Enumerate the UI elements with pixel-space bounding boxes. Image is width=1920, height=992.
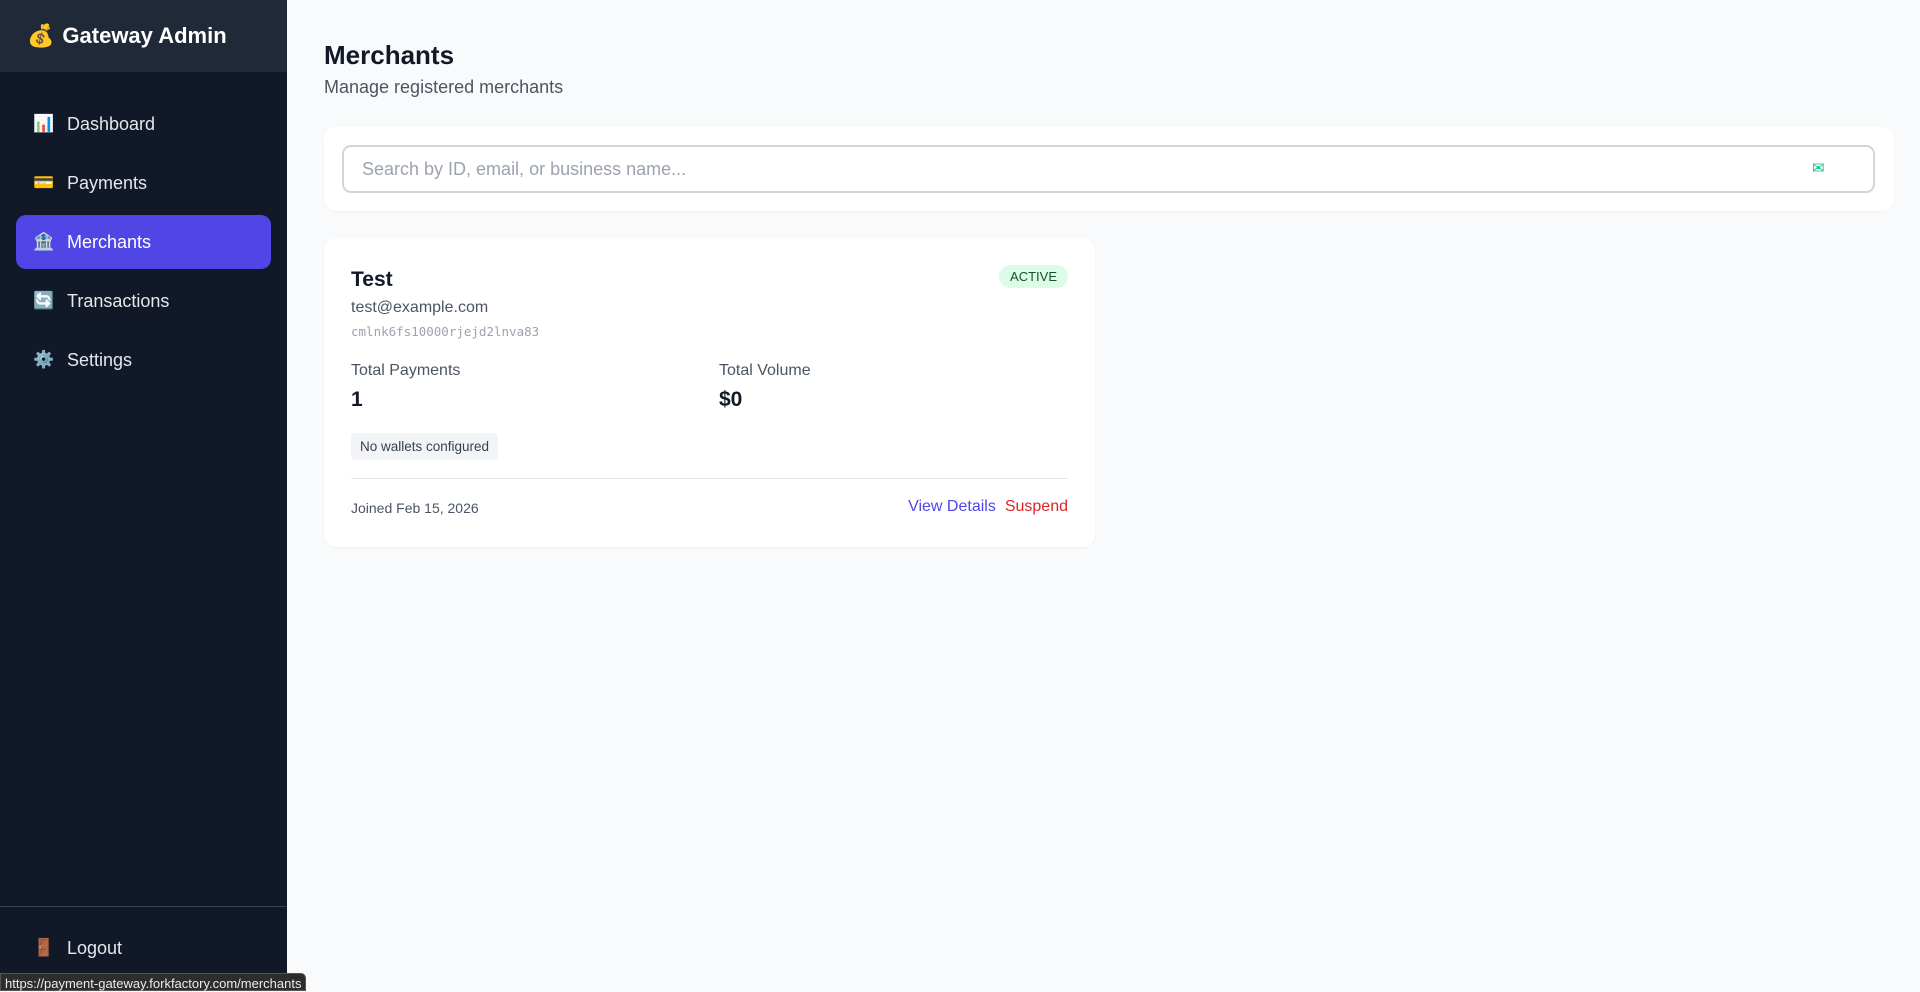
credit-card-icon: 💳 [33, 173, 55, 192]
money-bag-icon: 💰 [27, 23, 55, 48]
stat-label: Total Volume [719, 362, 811, 379]
sidebar-item-label: Merchants [67, 231, 152, 252]
refresh-icon: 🔄 [33, 291, 55, 310]
sidebar-footer: 🚪 Logout [0, 906, 287, 991]
envelope-icon: ✉ [1812, 160, 1825, 177]
stat-value: 1 [351, 388, 363, 411]
total-volume: Total Volume $0 [719, 362, 811, 412]
wallets-badge: No wallets configured [351, 433, 499, 460]
sidebar-item-label: Transactions [67, 290, 170, 311]
suspend-link[interactable]: Suspend [1004, 498, 1068, 515]
sidebar-item-label: Payments [67, 172, 148, 193]
view-details-link[interactable]: View Details [908, 498, 996, 515]
bank-icon: 🏦 [33, 232, 55, 251]
sidebar-item-dashboard[interactable]: 📊 Dashboard [16, 97, 271, 151]
card-actions: View Details Suspend [908, 498, 1068, 516]
sidebar-item-transactions[interactable]: 🔄 Transactions [16, 274, 271, 328]
main-content: Merchants Manage registered merchants ✉ … [287, 0, 1920, 991]
joined-date: Joined Feb 15, 2026 [351, 500, 479, 516]
status-badge: ACTIVE [999, 265, 1068, 288]
sidebar-item-label: Settings [67, 349, 133, 370]
page-subtitle: Manage registered merchants [324, 77, 564, 97]
page-title: Merchants [324, 40, 455, 70]
chart-icon: 📊 [33, 114, 55, 133]
sidebar-item-label: Dashboard [67, 113, 156, 134]
nav: 📊 Dashboard 💳 Payments 🏦 Merchants 🔄 Transac… [0, 72, 287, 387]
merchant-name: Test [351, 268, 393, 291]
stat-label: Total Payments [351, 362, 461, 379]
sidebar-item-settings[interactable]: ⚙️ Settings [16, 333, 271, 387]
sidebar-item-merchants[interactable]: 🏦 Merchants [16, 215, 271, 269]
divider [351, 478, 1068, 479]
brand-title: Gateway Admin [62, 23, 227, 48]
merchant-email: test@example.com [351, 299, 489, 316]
door-icon: 🚪 [33, 938, 55, 957]
total-payments: Total Payments 1 [351, 362, 460, 412]
sidebar-item-payments[interactable]: 💳 Payments [16, 156, 271, 210]
stat-value: $0 [719, 388, 743, 411]
status-bar-url: https://payment-gateway.forkfactory.com/… [0, 973, 307, 991]
brand: 💰 Gateway Admin [0, 0, 287, 72]
merchant-id: cmlnk6fs10000rjejd2lnva83 [351, 324, 540, 339]
gear-icon: ⚙️ [33, 350, 55, 369]
logout-label: Logout [67, 937, 123, 958]
merchant-card: Test ACTIVE test@example.com cmlnk6fs100… [324, 238, 1095, 547]
logout-button[interactable]: 🚪 Logout [16, 921, 271, 975]
search-input[interactable] [342, 145, 1875, 193]
search-card: ✉ [324, 127, 1894, 211]
sidebar: 💰 Gateway Admin 📊 Dashboard 💳 Payments 🏦 Mer… [0, 0, 287, 991]
